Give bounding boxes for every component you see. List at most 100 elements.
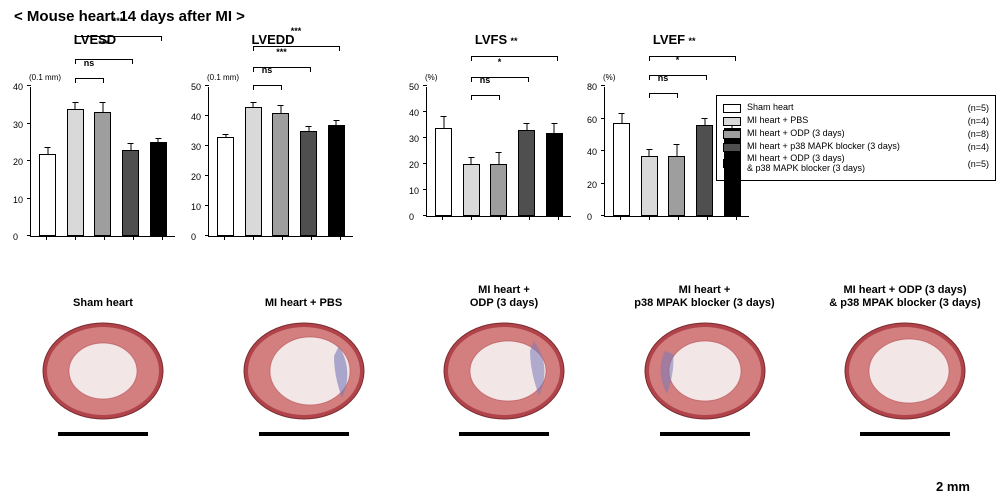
legend-swatch <box>723 159 741 168</box>
bar-group-3 <box>668 156 685 216</box>
legend-n: (n=8) <box>968 129 989 139</box>
y-tick-label: 30 <box>13 120 23 130</box>
significance-bracket <box>649 75 707 76</box>
y-tick-label: 0 <box>191 232 196 242</box>
significance-bracket <box>471 56 558 57</box>
histology-panel: MI heart + ODP (3 days)& p38 MPAK blocke… <box>812 280 998 436</box>
y-tick-label: 0 <box>587 212 592 222</box>
significance-bracket <box>75 78 104 79</box>
y-tick-label: 0 <box>409 212 414 222</box>
chart-unit: (%) <box>425 73 437 82</box>
histology-row: Sham heart MI heart + PBS MI heart +ODP … <box>10 280 998 436</box>
bar-group-2 <box>641 156 658 216</box>
significance-bracket <box>471 95 500 96</box>
y-tick-label: 20 <box>13 157 23 167</box>
bar-group-1 <box>435 128 452 216</box>
chart-plot: (0.1 mm)01020304050ns****** <box>208 87 353 237</box>
histology-panel: Sham heart <box>10 280 196 436</box>
legend-swatch <box>723 143 741 152</box>
scale-bar <box>860 432 950 436</box>
scale-bar <box>58 432 148 436</box>
heart-section-image <box>33 316 173 426</box>
scale-bar <box>259 432 349 436</box>
significance-bracket <box>253 46 340 47</box>
bar-group-4 <box>122 150 139 236</box>
histology-panel: MI heart +ODP (3 days) <box>411 280 597 436</box>
significance-label: *** <box>113 16 124 26</box>
chart-title: LVESD <box>10 32 180 47</box>
legend-swatch <box>723 117 741 126</box>
y-tick-label: 40 <box>409 108 419 118</box>
legend-label: MI heart + PBS <box>747 116 962 126</box>
bar-group-2 <box>463 164 480 216</box>
significance-label: * <box>498 57 502 67</box>
bar-group-1 <box>39 154 56 237</box>
chart-lvfs: LVFS (%)01020304050ns*** <box>406 32 576 237</box>
heart-section-image <box>234 316 374 426</box>
bar-group-1 <box>613 123 630 216</box>
heart-section-image <box>635 316 775 426</box>
bar-group-4 <box>696 125 713 216</box>
bar-group-5 <box>150 142 167 236</box>
y-tick-label: 10 <box>191 202 201 212</box>
y-tick-label: 50 <box>409 82 419 92</box>
histology-panel: MI heart +p38 MPAK blocker (3 days) <box>612 280 798 436</box>
histology-label: MI heart +p38 MPAK blocker (3 days) <box>612 280 798 310</box>
bar-group-3 <box>94 112 111 236</box>
chart-plot: (0.1 mm)010203040ns****** <box>30 87 175 237</box>
histology-label: Sham heart <box>10 280 196 310</box>
y-tick-label: 80 <box>587 82 597 92</box>
histology-panel: MI heart + PBS <box>211 280 397 436</box>
histology-label: MI heart + PBS <box>211 280 397 310</box>
significance-label: *** <box>276 47 287 57</box>
heart-section-image <box>434 316 574 426</box>
significance-label: * <box>676 55 680 65</box>
significance-bracket <box>75 36 162 37</box>
chart-title: LVFS <box>406 32 576 47</box>
significance-label: ** <box>688 36 695 46</box>
legend-swatch <box>723 130 741 139</box>
legend-n: (n=4) <box>968 142 989 152</box>
significance-label: ** <box>510 36 517 46</box>
legend-item: MI heart + p38 MAPK blocker (3 days) (n=4… <box>723 141 989 153</box>
y-tick-label: 0 <box>13 232 18 242</box>
y-tick-label: 50 <box>191 82 201 92</box>
y-tick-label: 60 <box>587 115 597 125</box>
bar-group-3 <box>272 113 289 236</box>
legend-label: MI heart + p38 MAPK blocker (3 days) <box>747 142 962 152</box>
scale-bar <box>660 432 750 436</box>
legend-n: (n=5) <box>968 103 989 113</box>
legend-label: MI heart + ODP (3 days)& p38 MAPK blocke… <box>747 154 962 174</box>
significance-bracket <box>649 93 678 94</box>
chart-lvedd: LVEDD (0.1 mm)01020304050ns****** <box>188 32 358 237</box>
bar-group-1 <box>217 137 234 236</box>
histology-label: MI heart +ODP (3 days) <box>411 280 597 310</box>
scale-bar-label: 2 mm <box>936 479 970 494</box>
bar-group-3 <box>490 164 507 216</box>
y-tick-label: 40 <box>13 82 23 92</box>
legend: Sham heart(n=5)MI heart + PBS(n=4)MI hea… <box>716 95 996 181</box>
chart-lvesd: LVESD (0.1 mm)010203040ns****** <box>10 32 180 237</box>
significance-bracket <box>649 56 736 57</box>
heart-section-image <box>835 316 975 426</box>
y-tick-label: 30 <box>191 142 201 152</box>
y-tick-label: 20 <box>587 180 597 190</box>
legend-label: Sham heart <box>747 103 962 113</box>
figure-title: < Mouse heart 14 days after MI > <box>14 8 245 25</box>
legend-label: MI heart + ODP (3 days) <box>747 129 962 139</box>
significance-bracket <box>253 67 311 68</box>
legend-item: MI heart + ODP (3 days) (n=8) <box>723 128 989 140</box>
chart-title: LVEDD <box>188 32 358 47</box>
histology-label: MI heart + ODP (3 days)& p38 MPAK blocke… <box>812 280 998 310</box>
bar-group-5 <box>546 133 563 216</box>
y-tick-label: 30 <box>409 134 419 144</box>
significance-bracket <box>75 59 133 60</box>
legend-item: Sham heart (n=5) <box>723 102 989 114</box>
charts-row: LVESD (0.1 mm)010203040ns****** LVEDD (0.1 … <box>10 32 754 237</box>
bar-group-2 <box>67 109 84 237</box>
bar-group-4 <box>518 130 535 216</box>
scale-bar <box>459 432 549 436</box>
chart-plot: (%)01020304050ns*** <box>426 87 571 217</box>
significance-bracket <box>253 85 282 86</box>
chart-unit: (0.1 mm) <box>207 73 239 82</box>
